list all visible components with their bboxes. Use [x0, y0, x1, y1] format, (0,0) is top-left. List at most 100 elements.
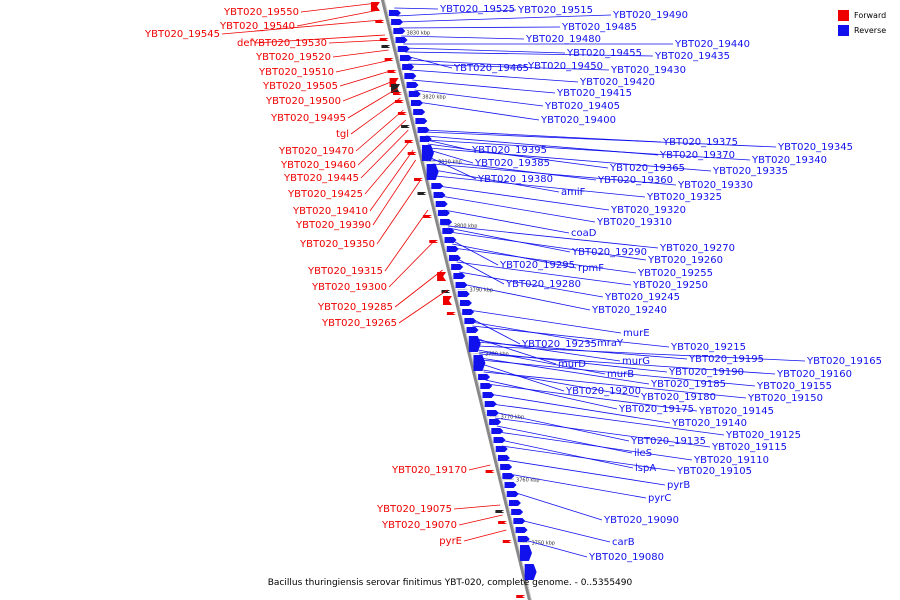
- reverse-gene-label[interactable]: murB: [607, 369, 634, 380]
- forward-gene-label[interactable]: pyrE: [439, 536, 462, 547]
- reverse-gene-label[interactable]: YBT020_19260: [647, 255, 723, 266]
- reverse-gene-label[interactable]: amiF: [561, 187, 586, 198]
- reverse-gene-label[interactable]: YBT020_19370: [659, 150, 735, 161]
- reverse-gene-label[interactable]: YBT020_19385: [474, 158, 550, 169]
- forward-gene-label[interactable]: YBT020_19500: [265, 96, 341, 107]
- reverse-gene-label[interactable]: YBT020_19155: [756, 381, 832, 392]
- reverse-gene-label[interactable]: murE: [623, 328, 650, 339]
- reverse-gene-label[interactable]: YBT020_19440: [674, 39, 750, 50]
- reverse-gene-label[interactable]: YBT020_19255: [637, 268, 713, 279]
- reverse-gene-label[interactable]: coaD: [571, 228, 597, 239]
- reverse-gene-label[interactable]: YBT020_19180: [640, 392, 716, 403]
- reverse-gene-label[interactable]: YBT020_19150: [747, 393, 823, 404]
- forward-gene-label[interactable]: YBT020_19285: [317, 302, 393, 313]
- reverse-gene-label[interactable]: YBT020_19345: [777, 142, 853, 153]
- forward-gene-label[interactable]: YBT020_19265: [321, 318, 397, 329]
- reverse-gene-label[interactable]: lspA: [635, 463, 656, 474]
- reverse-gene-label[interactable]: carB: [612, 537, 635, 548]
- forward-gene-label[interactable]: YBT020_19470: [278, 146, 354, 157]
- reverse-gene-label[interactable]: YBT020_19365: [609, 163, 685, 174]
- forward-gene-label[interactable]: tgl: [336, 129, 349, 140]
- reverse-gene-label[interactable]: rpmF: [578, 263, 604, 274]
- reverse-gene-label[interactable]: YBT020_19435: [654, 51, 730, 62]
- forward-gene-label[interactable]: YBT020_19520: [255, 52, 331, 63]
- reverse-gene-label[interactable]: YBT020_19105: [676, 466, 752, 477]
- reverse-gene-label[interactable]: YBT020_19110: [693, 455, 769, 466]
- reverse-gene-label[interactable]: YBT020_19335: [712, 166, 788, 177]
- reverse-gene-label[interactable]: YBT020_19140: [671, 418, 747, 429]
- reverse-gene-label[interactable]: YBT020_19340: [751, 155, 827, 166]
- forward-gene-label[interactable]: YBT020_19540: [219, 21, 295, 32]
- forward-gene-label[interactable]: YBT020_19410: [292, 206, 368, 217]
- reverse-gene-label[interactable]: YBT020_19115: [711, 442, 787, 453]
- reverse-gene-label[interactable]: YBT020_19455: [566, 48, 642, 59]
- reverse-gene-label[interactable]: YBT020_19375: [662, 137, 738, 148]
- forward-gene-label[interactable]: YBT020_19350: [299, 239, 375, 250]
- reverse-gene-label[interactable]: YBT020_19360: [597, 175, 673, 186]
- forward-gene-label[interactable]: YBT020_19445: [283, 173, 359, 184]
- reverse-gene-label[interactable]: YBT020_19395: [471, 145, 547, 156]
- reverse-gene-label[interactable]: pyrB: [667, 480, 690, 491]
- reverse-gene-label[interactable]: YBT020_19485: [561, 22, 637, 33]
- reverse-gene-label[interactable]: YBT020_19380: [477, 174, 553, 185]
- reverse-gene-label[interactable]: YBT020_19465: [453, 63, 529, 74]
- reverse-gene-label[interactable]: YBT020_19450: [527, 61, 603, 72]
- reverse-gene-label[interactable]: YBT020_19195: [688, 354, 764, 365]
- forward-gene-label[interactable]: YBT020_19505: [262, 81, 338, 92]
- reverse-gene-label[interactable]: YBT020_19525: [439, 4, 515, 15]
- forward-leader-line: [355, 109, 404, 152]
- reverse-gene-label[interactable]: YBT020_19090: [603, 515, 679, 526]
- reverse-gene-label[interactable]: YBT020_19320: [610, 205, 686, 216]
- forward-gene-label[interactable]: YBT020_19070: [381, 520, 457, 531]
- reverse-gene-label[interactable]: YBT020_19420: [579, 77, 655, 88]
- reverse-gene-label[interactable]: YBT020_19325: [646, 192, 722, 203]
- forward-gene-label[interactable]: YBT020_19545: [144, 29, 220, 40]
- forward-gene-label[interactable]: YBT020_19530: [251, 38, 327, 49]
- reverse-gene-label[interactable]: YBT020_19515: [517, 5, 593, 16]
- reverse-gene-label[interactable]: YBT020_19250: [632, 280, 708, 291]
- forward-gene-label[interactable]: YBT020_19075: [376, 504, 452, 515]
- reverse-gene-label[interactable]: YBT020_19125: [725, 430, 801, 441]
- reverse-gene-label[interactable]: pyrC: [648, 493, 671, 504]
- reverse-gene-label[interactable]: YBT020_19245: [604, 292, 680, 303]
- forward-gene-label[interactable]: YBT020_19170: [391, 465, 467, 476]
- reverse-gene-label[interactable]: YBT020_19165: [806, 356, 882, 367]
- forward-gene-label[interactable]: YBT020_19315: [307, 266, 383, 277]
- reverse-gene-label[interactable]: mraY: [597, 338, 624, 349]
- forward-gene-label[interactable]: YBT020_19390: [295, 220, 371, 231]
- reverse-gene-label[interactable]: YBT020_19270: [659, 243, 735, 254]
- reverse-gene-label[interactable]: YBT020_19480: [525, 34, 601, 45]
- reverse-gene-label[interactable]: YBT020_19080: [588, 552, 664, 563]
- reverse-gene-label[interactable]: YBT020_19280: [505, 279, 581, 290]
- forward-gene-label[interactable]: YBT020_19300: [311, 282, 387, 293]
- reverse-gene-label[interactable]: YBT020_19190: [668, 367, 744, 378]
- forward-gene-label[interactable]: YBT020_19425: [287, 189, 363, 200]
- reverse-gene-label[interactable]: YBT020_19135: [630, 436, 706, 447]
- reverse-gene-label[interactable]: YBT020_19415: [556, 88, 632, 99]
- reverse-gene-label[interactable]: YBT020_19145: [698, 406, 774, 417]
- reverse-gene-label[interactable]: YBT020_19405: [544, 101, 620, 112]
- forward-gene-label[interactable]: YBT020_19460: [280, 160, 356, 171]
- reverse-gene-label[interactable]: YBT020_19215: [670, 342, 746, 353]
- forward-gene-label[interactable]: YBT020_19495: [270, 113, 346, 124]
- reverse-gene-label[interactable]: YBT020_19330: [677, 180, 753, 191]
- reverse-gene-label[interactable]: YBT020_19200: [565, 386, 641, 397]
- reverse-gene-label[interactable]: murD: [558, 359, 586, 370]
- reverse-gene-label[interactable]: YBT020_19185: [650, 379, 726, 390]
- reverse-gene-label[interactable]: YBT020_19290: [571, 247, 647, 258]
- forward-gene-label[interactable]: YBT020_19550: [223, 7, 299, 18]
- reverse-gene-block: [395, 37, 408, 43]
- reverse-gene-label[interactable]: YBT020_19400: [540, 115, 616, 126]
- forward-gene-label[interactable]: YBT020_19510: [258, 67, 334, 78]
- reverse-gene-label[interactable]: YBT020_19240: [591, 305, 667, 316]
- reverse-gene-label[interactable]: murG: [622, 356, 650, 367]
- reverse-gene-label[interactable]: YBT020_19175: [618, 404, 694, 415]
- reverse-gene-label[interactable]: YBT020_19430: [610, 65, 686, 76]
- reverse-gene-label[interactable]: YBT020_19160: [776, 369, 852, 380]
- forward-gene-label[interactable]: def: [237, 38, 254, 49]
- reverse-gene-label[interactable]: YBT020_19490: [612, 10, 688, 21]
- reverse-gene-label[interactable]: YBT020_19235: [521, 339, 597, 350]
- reverse-gene-label[interactable]: YBT020_19310: [596, 217, 672, 228]
- reverse-gene-label[interactable]: ileS: [634, 448, 652, 459]
- reverse-gene-label[interactable]: YBT020_19295: [499, 260, 575, 271]
